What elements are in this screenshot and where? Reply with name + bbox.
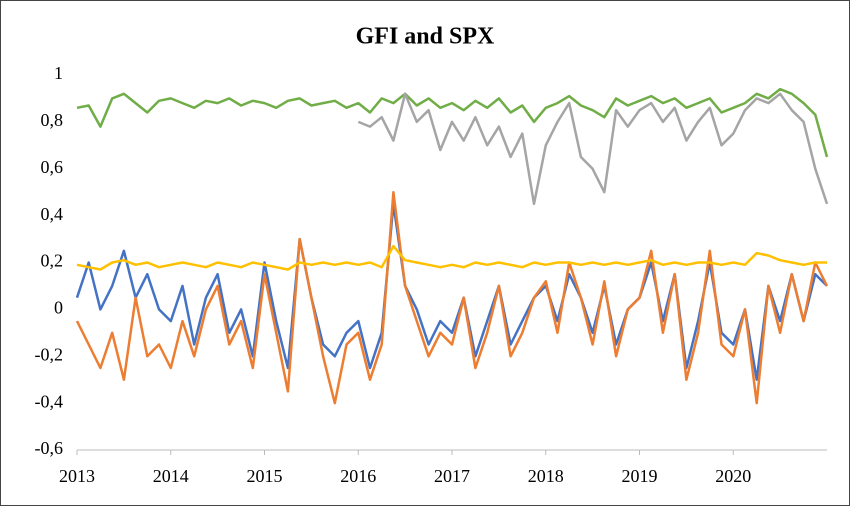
y-tick-label: 1	[54, 63, 63, 83]
y-tick-label: 0,2	[41, 251, 64, 271]
series-line	[76, 244, 827, 271]
x-tick-label: 2018	[528, 466, 564, 486]
x-tick-label: 2013	[59, 466, 95, 486]
x-tick-label: 2016	[340, 466, 376, 486]
series-line	[75, 190, 829, 405]
y-tick-label: 0,4	[41, 204, 64, 224]
series-line	[76, 87, 829, 158]
x-tick-label: 2019	[622, 466, 658, 486]
chart-title: GFI and SPX	[356, 24, 495, 50]
x-tick-label: 2014	[153, 466, 189, 486]
series-line	[357, 92, 829, 206]
y-tick-label: 0,6	[41, 157, 64, 177]
x-tick-label: 2020	[715, 466, 751, 486]
y-tick-label: 0	[54, 298, 63, 318]
y-tick-label: -0,4	[35, 391, 64, 411]
y-tick-label: -0,6	[35, 438, 64, 458]
x-tick-label: 2015	[247, 466, 283, 486]
y-tick-label: 0,8	[41, 110, 64, 130]
y-tick-label: -0,2	[35, 344, 64, 364]
x-tick-label: 2017	[434, 466, 470, 486]
